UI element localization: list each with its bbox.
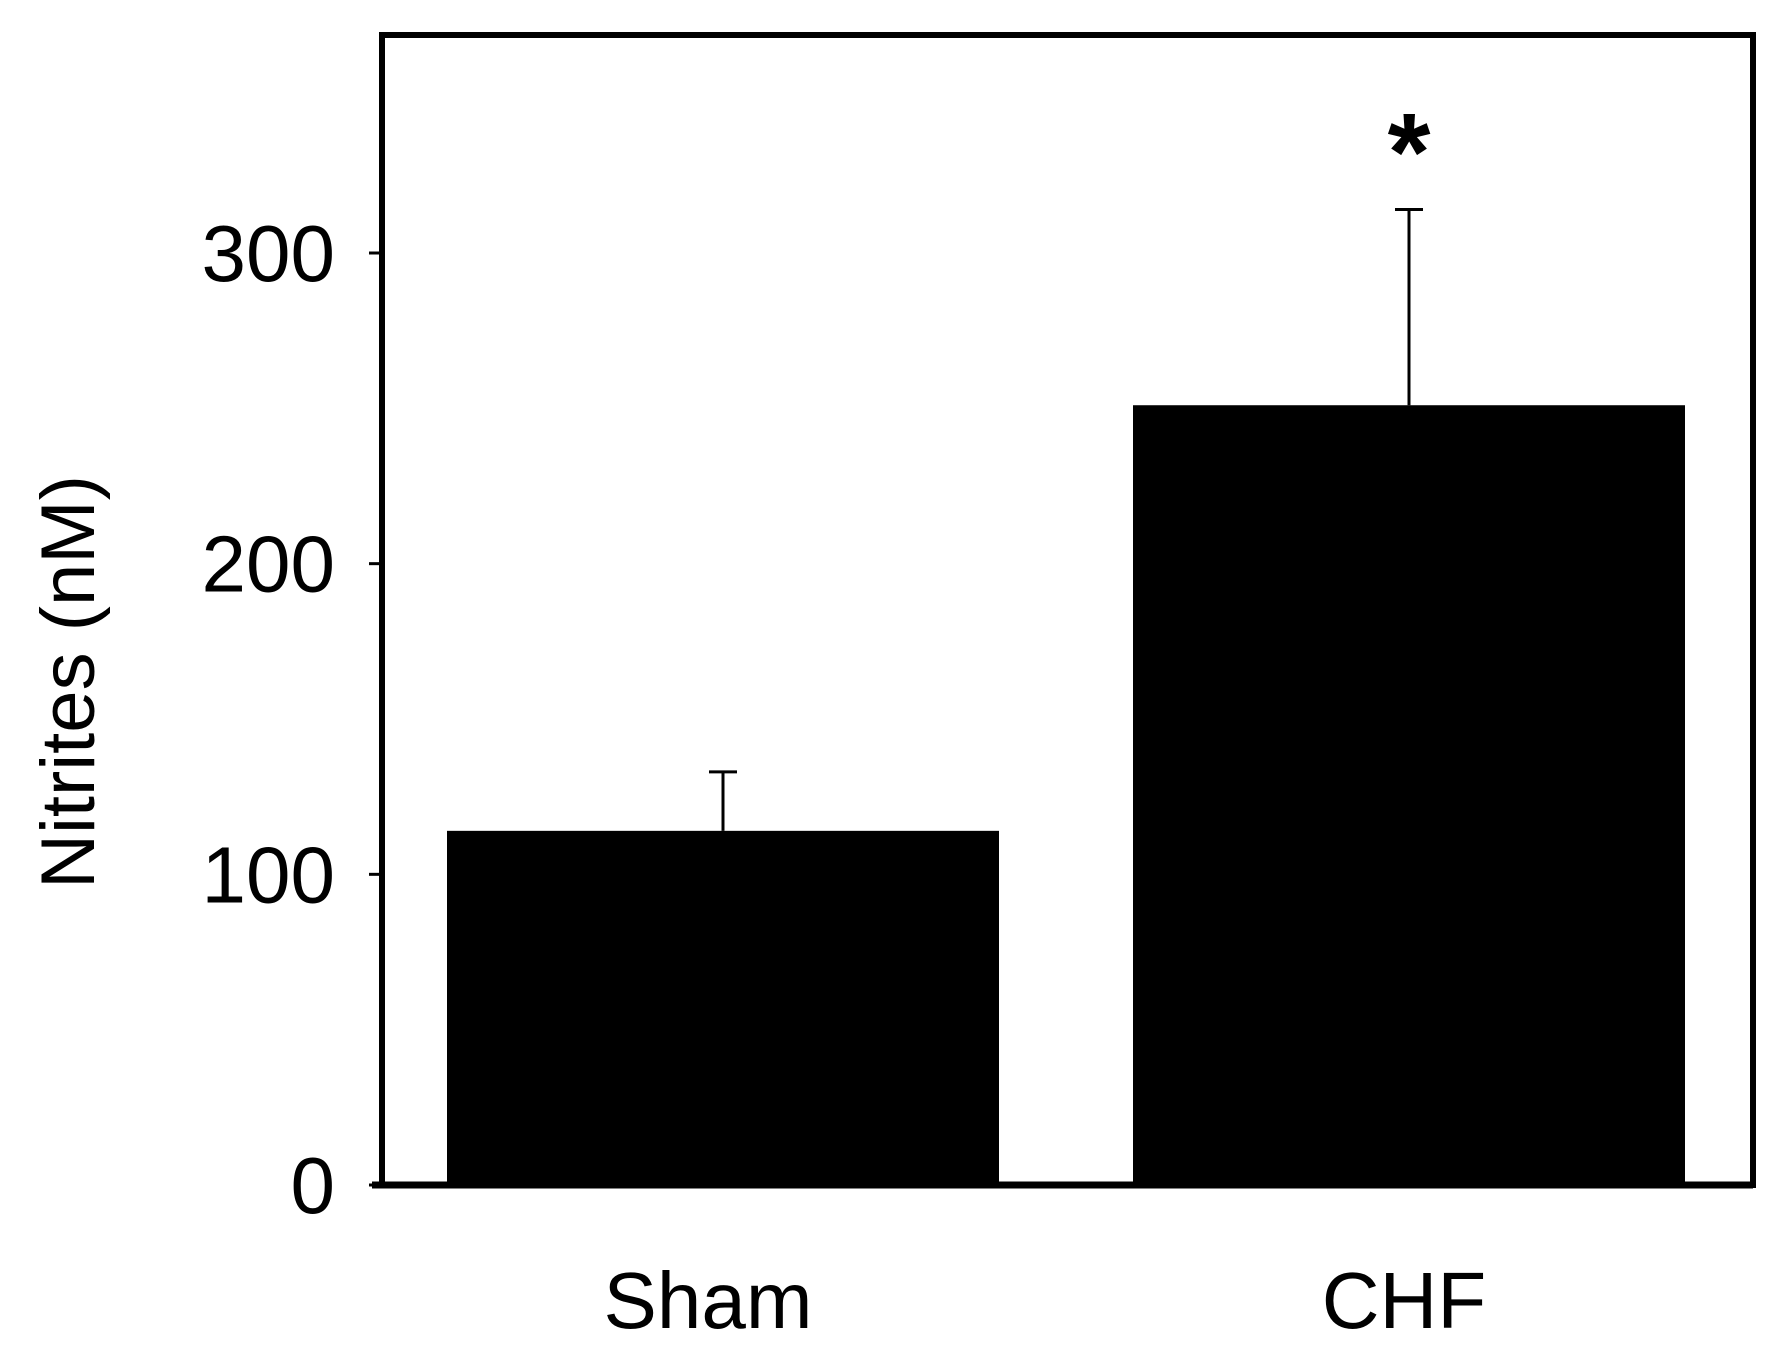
x-tick-labels-group: Sham CHF <box>604 1256 1487 1345</box>
y-tick-label-300: 300 <box>202 209 335 298</box>
annotations-group: * <box>1388 91 1431 214</box>
x-tick-label-sham: Sham <box>604 1256 813 1345</box>
y-ticks-group: 0 100 200 300 <box>202 209 382 1230</box>
x-tick-label-chf: CHF <box>1322 1256 1486 1345</box>
bars-group <box>447 405 1685 1185</box>
error-bars-group <box>709 208 1423 831</box>
bar-sham <box>447 830 999 1185</box>
y-axis-label: Nitrites (nM) <box>26 475 111 889</box>
y-tick-label-0: 0 <box>291 1141 336 1230</box>
bar-chf <box>1133 405 1685 1185</box>
y-tick-label-200: 200 <box>202 520 335 609</box>
y-tick-label-100: 100 <box>202 830 335 919</box>
significance-marker-chf: * <box>1388 91 1431 214</box>
